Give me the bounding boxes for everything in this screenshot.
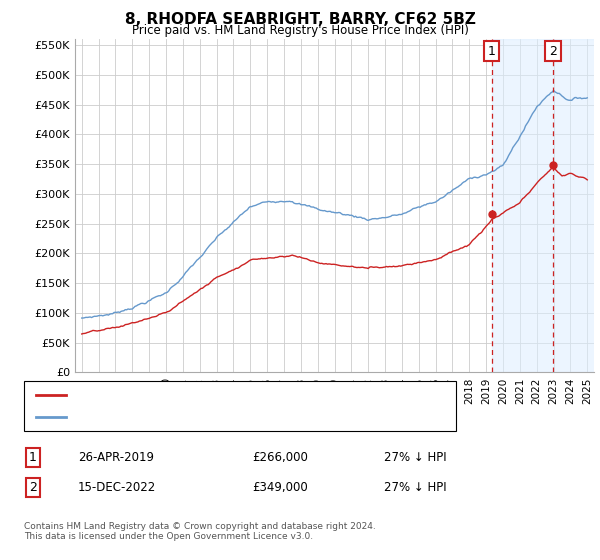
Text: 8, RHODFA SEABRIGHT, BARRY, CF62 5BZ: 8, RHODFA SEABRIGHT, BARRY, CF62 5BZ (125, 12, 475, 27)
Text: 27% ↓ HPI: 27% ↓ HPI (384, 480, 446, 494)
Text: 27% ↓ HPI: 27% ↓ HPI (384, 451, 446, 464)
Text: Contains HM Land Registry data © Crown copyright and database right 2024.
This d: Contains HM Land Registry data © Crown c… (24, 522, 376, 542)
Text: 2: 2 (29, 480, 37, 494)
Text: 1: 1 (488, 45, 496, 58)
Text: 8, RHODFA SEABRIGHT, BARRY, CF62 5BZ (detached house): 8, RHODFA SEABRIGHT, BARRY, CF62 5BZ (de… (75, 390, 403, 400)
Bar (491, 39, 600, 372)
Text: £266,000: £266,000 (252, 451, 308, 464)
Text: £349,000: £349,000 (252, 480, 308, 494)
Text: HPI: Average price, detached house, Vale of Glamorgan: HPI: Average price, detached house, Vale… (75, 412, 378, 422)
Text: 26-APR-2019: 26-APR-2019 (78, 451, 154, 464)
Text: 15-DEC-2022: 15-DEC-2022 (78, 480, 156, 494)
Text: 1: 1 (29, 451, 37, 464)
Text: 2: 2 (549, 45, 557, 58)
Text: Price paid vs. HM Land Registry's House Price Index (HPI): Price paid vs. HM Land Registry's House … (131, 24, 469, 37)
